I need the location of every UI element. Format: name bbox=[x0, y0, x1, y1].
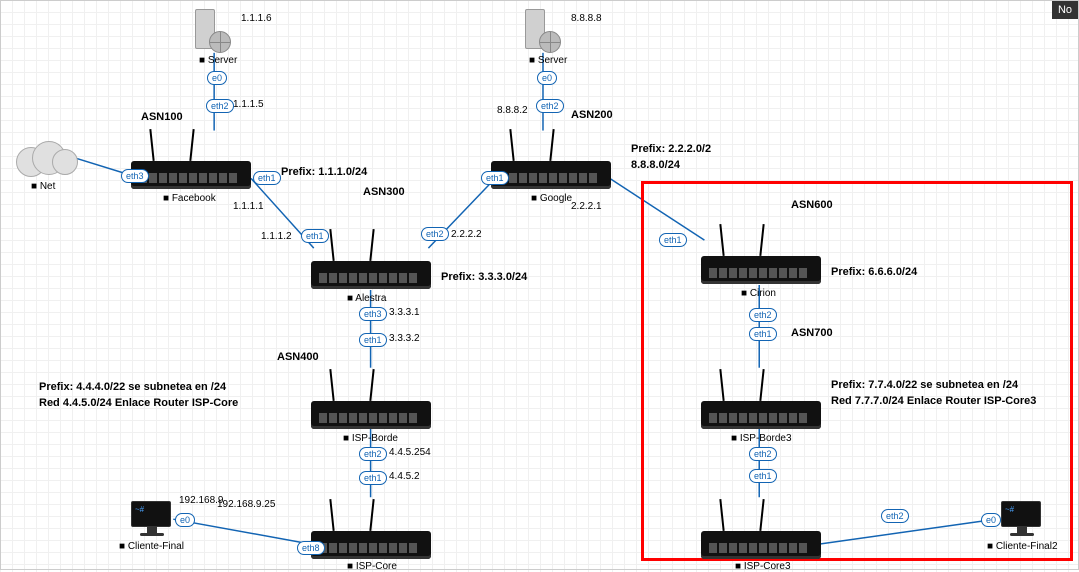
node-cirion bbox=[701, 256, 821, 284]
router-icon bbox=[701, 401, 821, 429]
port-server1-e0: e0 bbox=[207, 71, 227, 85]
prefix-asn400-l2: Red 4.4.5.0/24 Enlace Router ISP-Core bbox=[39, 397, 238, 409]
router-icon bbox=[131, 161, 251, 189]
server1-label: Server bbox=[199, 55, 237, 66]
node-isp-core bbox=[311, 531, 431, 559]
cliente1-ip: 192.168.9 bbox=[179, 495, 224, 506]
borde-down-ip1: 4.4.5.254 bbox=[389, 447, 431, 458]
port-fb-eth3: eth3 bbox=[121, 169, 149, 183]
asn100-label: ASN100 bbox=[141, 111, 183, 123]
alestra-down-ip1: 3.3.3.1 bbox=[389, 307, 420, 318]
server-icon bbox=[191, 9, 237, 53]
cirion-label: Cirion bbox=[741, 288, 776, 299]
cliente2-label: Cliente-Final2 bbox=[987, 541, 1058, 552]
borde-down-ip2: 4.4.5.2 bbox=[389, 471, 420, 482]
router-icon bbox=[701, 256, 821, 284]
fb-link-ip2: 1.1.1.2 bbox=[261, 231, 292, 242]
cloud-icon bbox=[16, 141, 76, 177]
port-fb-eth1: eth1 bbox=[253, 171, 281, 185]
isp-core-label: ISP-Core bbox=[347, 561, 397, 572]
asn700-label: ASN700 bbox=[791, 327, 833, 339]
asn300-label: ASN300 bbox=[363, 186, 405, 198]
router-icon bbox=[701, 531, 821, 559]
corner-button[interactable]: No bbox=[1052, 1, 1078, 19]
router-icon bbox=[311, 261, 431, 289]
router-icon bbox=[311, 401, 431, 429]
node-server2 bbox=[521, 9, 567, 53]
port-core-eth8: eth8 bbox=[297, 541, 325, 555]
cloud-label: Net bbox=[31, 181, 55, 192]
pc-icon bbox=[1001, 501, 1043, 539]
node-google bbox=[491, 161, 611, 189]
server-icon bbox=[521, 9, 567, 53]
port-borde-eth1: eth1 bbox=[359, 333, 387, 347]
fb-link-ip1: 1.1.1.1 bbox=[233, 201, 264, 212]
node-isp-core3 bbox=[701, 531, 821, 559]
google-label: Google bbox=[531, 193, 572, 204]
google-link-ip2: 2.2.2.2 bbox=[451, 229, 482, 240]
port-core-eth1: eth1 bbox=[359, 471, 387, 485]
port-fb-eth2: eth2 bbox=[206, 99, 234, 113]
port-alestra-eth2: eth2 bbox=[421, 227, 449, 241]
diagram-canvas: No Net 1.1.1.6 Server e0 8.8.8.8 Server … bbox=[1, 1, 1078, 569]
port-google-eth1: eth1 bbox=[481, 171, 509, 185]
node-cliente1 bbox=[131, 501, 173, 539]
port-cirion-eth2: eth2 bbox=[749, 308, 777, 322]
port-borde-eth2: eth2 bbox=[359, 447, 387, 461]
node-alestra bbox=[311, 261, 431, 289]
pc-icon bbox=[131, 501, 173, 539]
port-core3-eth2: eth2 bbox=[881, 509, 909, 523]
port-cliente2-e0: e0 bbox=[981, 513, 1001, 527]
port-borde3-eth2: eth2 bbox=[749, 447, 777, 461]
server1-ip: 1.1.1.6 bbox=[241, 13, 272, 24]
asn600-label: ASN600 bbox=[791, 199, 833, 211]
asn400-label: ASN400 bbox=[277, 351, 319, 363]
prefix-google-l2: 8.8.8.0/24 bbox=[631, 159, 680, 171]
alestra-label: Alestra bbox=[347, 293, 386, 304]
port-borde3-eth1: eth1 bbox=[749, 327, 777, 341]
prefix-asn700-l1: Prefix: 7.7.4.0/22 se subnetea en /24 bbox=[831, 379, 1018, 391]
prefix-asn700-l2: Red 7.7.7.0/24 Enlace Router ISP-Core3 bbox=[831, 395, 1036, 407]
facebook-label: Facebook bbox=[163, 193, 216, 204]
core-eth8-ip: 192.168.9.25 bbox=[217, 499, 275, 510]
fb-eth2-ip: 1.1.1.5 bbox=[233, 99, 264, 110]
node-isp-borde3 bbox=[701, 401, 821, 429]
port-core3-eth1: eth1 bbox=[749, 469, 777, 483]
prefix-alestra: Prefix: 3.3.3.0/24 bbox=[441, 271, 527, 283]
port-alestra-eth1: eth1 bbox=[301, 229, 329, 243]
server2-label: Server bbox=[529, 55, 567, 66]
node-net-cloud bbox=[16, 141, 76, 177]
prefix-fb: Prefix: 1.1.1.0/24 bbox=[281, 166, 367, 178]
prefix-cirion: Prefix: 6.6.6.0/24 bbox=[831, 266, 917, 278]
port-cliente1-e0: e0 bbox=[175, 513, 195, 527]
router-icon bbox=[491, 161, 611, 189]
port-alestra-eth3: eth3 bbox=[359, 307, 387, 321]
node-isp-borde bbox=[311, 401, 431, 429]
port-server2-e0: e0 bbox=[537, 71, 557, 85]
prefix-google-l1: Prefix: 2.2.2.0/2 bbox=[631, 143, 711, 155]
router-icon bbox=[311, 531, 431, 559]
google-link-ip1: 2.2.2.1 bbox=[571, 201, 602, 212]
port-cirion-eth1: eth1 bbox=[659, 233, 687, 247]
alestra-down-ip2: 3.3.3.2 bbox=[389, 333, 420, 344]
port-google-eth2: eth2 bbox=[536, 99, 564, 113]
isp-borde3-label: ISP-Borde3 bbox=[731, 433, 792, 444]
node-facebook bbox=[131, 161, 251, 189]
server2-ip: 8.8.8.8 bbox=[571, 13, 602, 24]
prefix-asn400-l1: Prefix: 4.4.4.0/22 se subnetea en /24 bbox=[39, 381, 226, 393]
cliente1-label: Cliente-Final bbox=[119, 541, 184, 552]
isp-core3-label: ISP-Core3 bbox=[735, 561, 791, 572]
isp-borde-label: ISP-Borde bbox=[343, 433, 398, 444]
node-cliente2 bbox=[1001, 501, 1043, 539]
asn200-label: ASN200 bbox=[571, 109, 613, 121]
node-server1 bbox=[191, 9, 237, 53]
google-eth2-ip: 8.8.8.2 bbox=[497, 105, 528, 116]
